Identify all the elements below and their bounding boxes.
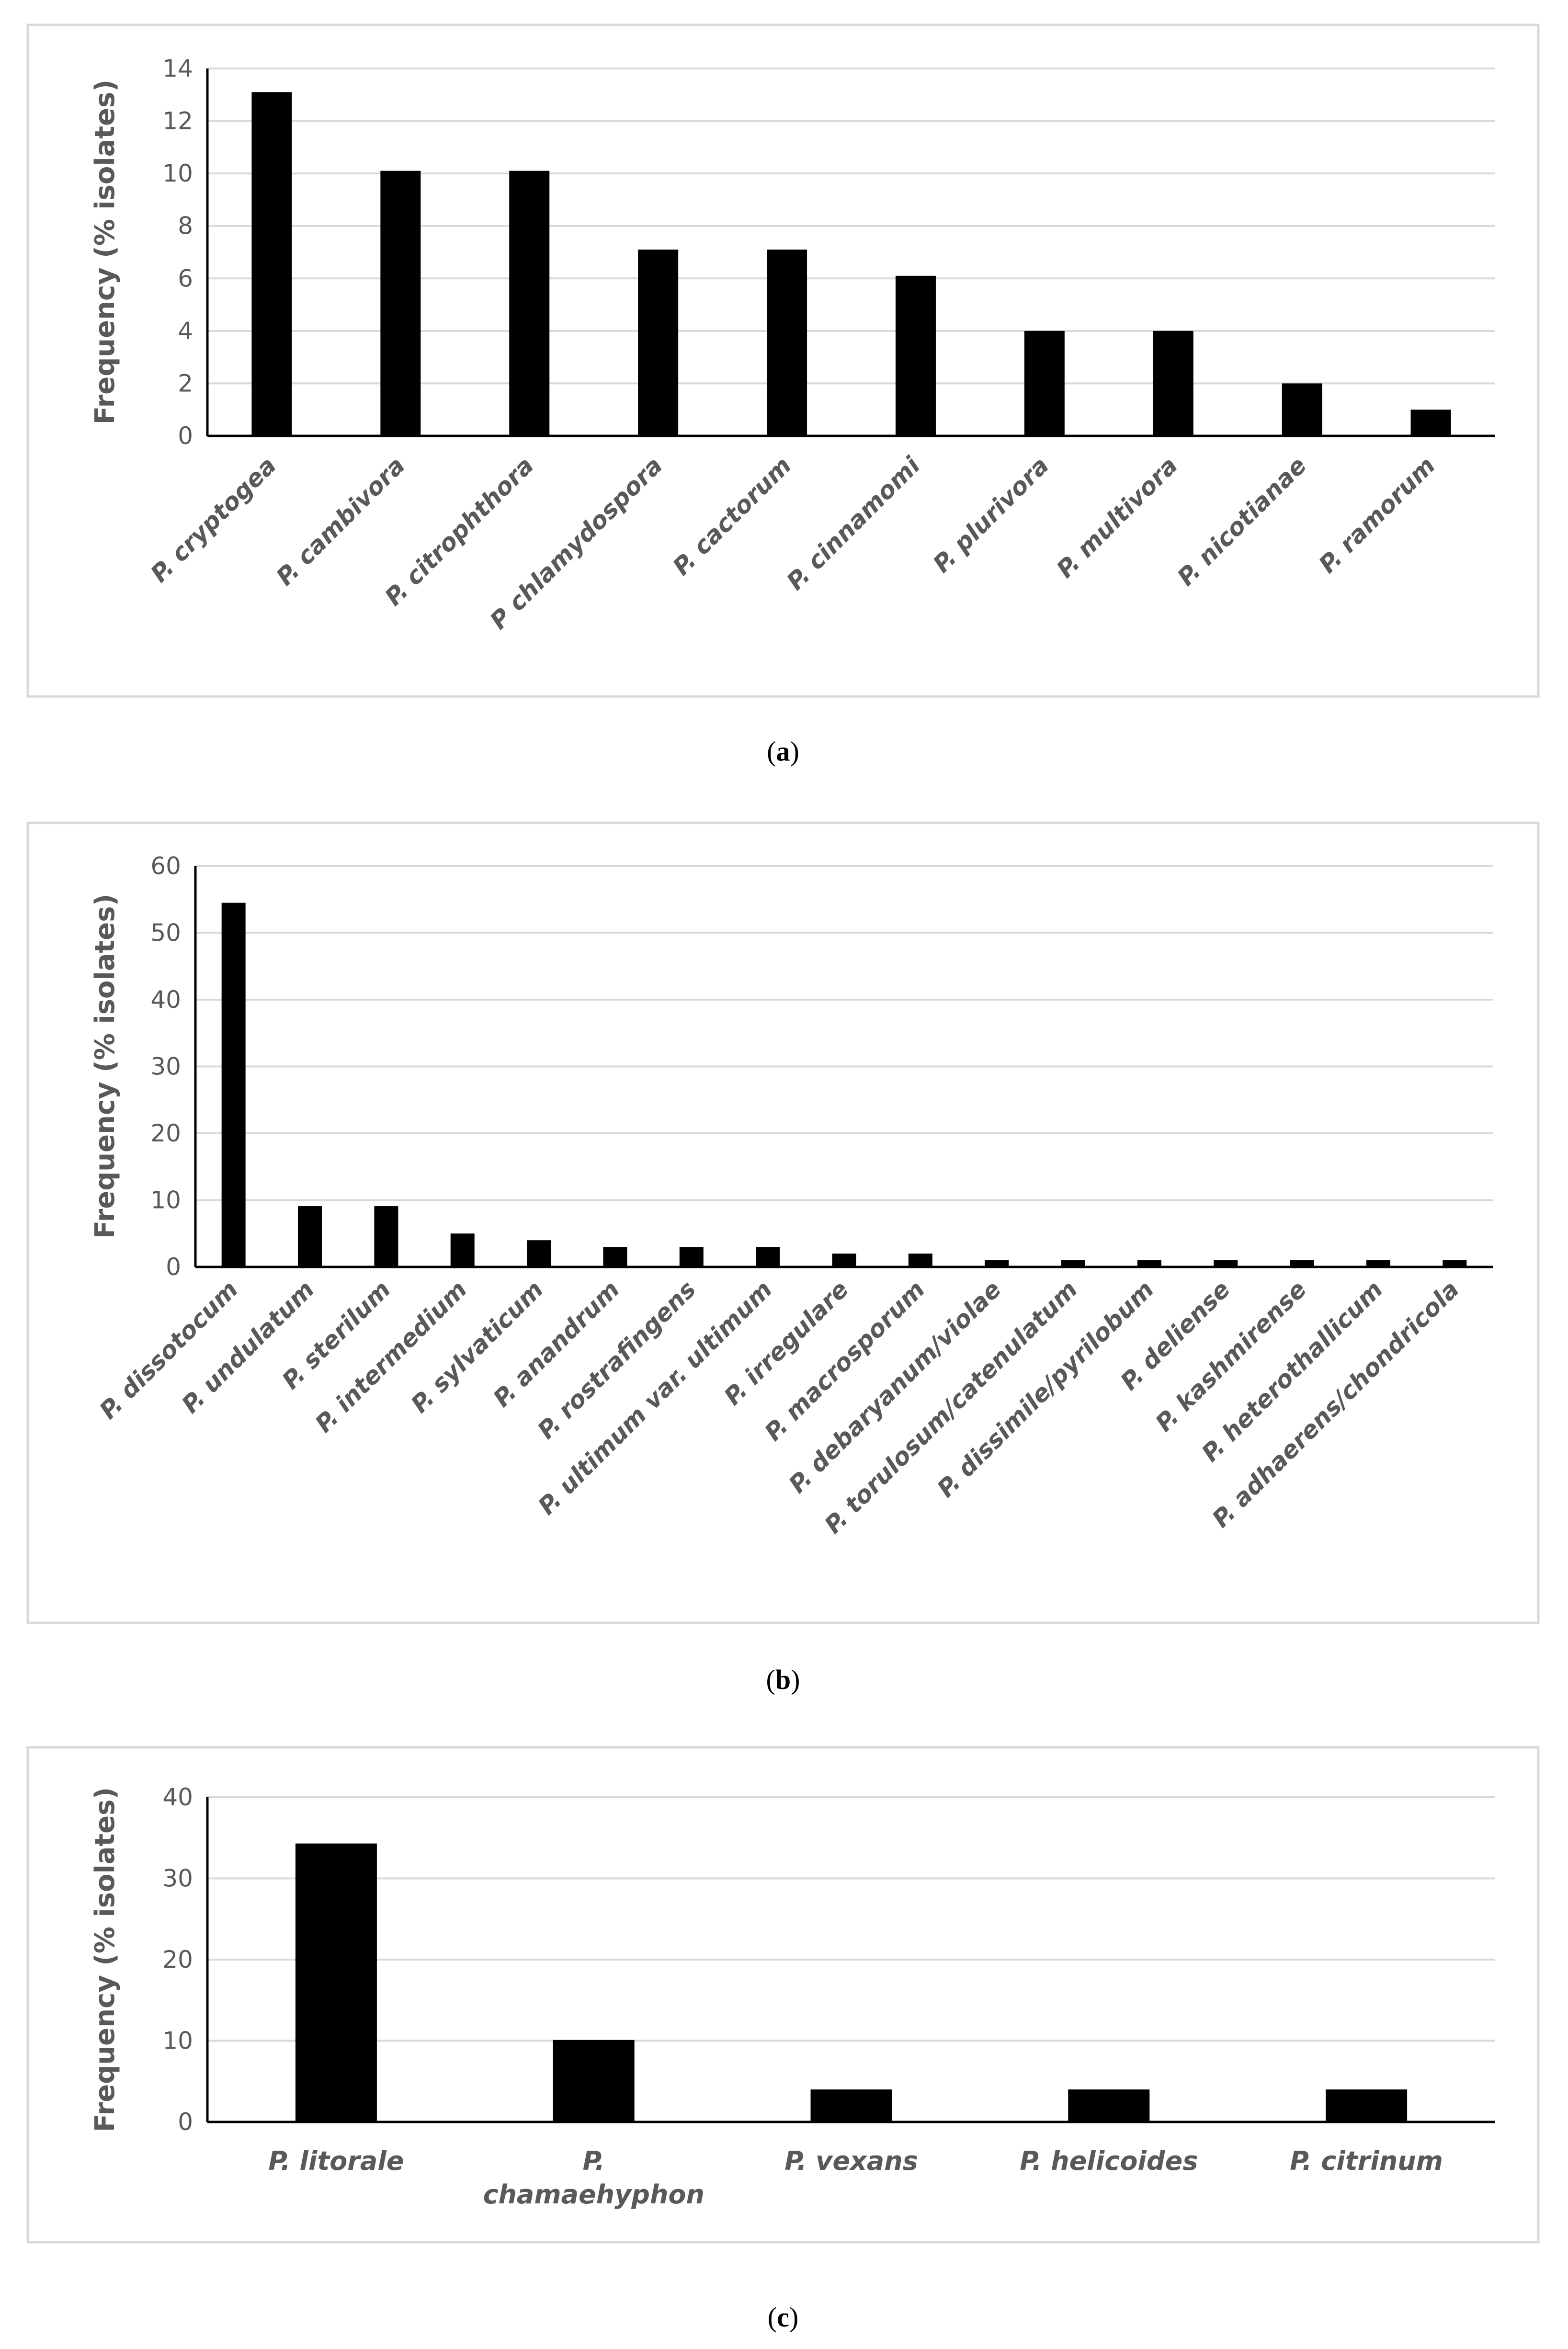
panel-caption-a: (a) xyxy=(767,736,799,767)
y-tick-label-c-1: 10 xyxy=(162,2027,193,2055)
category-label-c-4: P. citrinum xyxy=(1290,2146,1443,2176)
bar-a-8 xyxy=(1282,383,1322,436)
y-tick-label-a-6: 12 xyxy=(162,107,193,135)
bar-a-4 xyxy=(767,250,807,436)
y-tick-label-b-5: 50 xyxy=(150,919,181,947)
y-tick-label-a-1: 2 xyxy=(178,369,193,397)
gridlines-b xyxy=(195,865,1493,1201)
chart-frame-c xyxy=(26,1746,1540,2244)
y-tick-label-b-6: 60 xyxy=(150,852,181,880)
chart-panel-c: 0 10 20 30 40 P. litorale P. chamaehyphon P. ve… xyxy=(26,1746,1540,2333)
y-tick-labels-a: 0 2 4 6 8 10 12 14 xyxy=(162,55,193,450)
y-tick-label-a-3: 6 xyxy=(178,264,193,292)
y-tick-label-c-0: 0 xyxy=(178,2108,193,2136)
bar-b-5 xyxy=(603,1247,627,1267)
y-tick-label-a-4: 8 xyxy=(178,212,193,240)
bar-b-15 xyxy=(1366,1260,1390,1267)
panel-caption-c: (c) xyxy=(768,2302,798,2333)
y-tick-label-a-2: 4 xyxy=(178,317,193,345)
bar-b-4 xyxy=(527,1240,551,1267)
bar-a-2 xyxy=(509,171,550,436)
bar-a-3 xyxy=(638,250,679,436)
y-tick-label-b-2: 20 xyxy=(150,1119,181,1147)
bar-b-9 xyxy=(908,1254,932,1267)
gridlines-c xyxy=(207,1796,1495,2042)
panel-caption-b: (b) xyxy=(766,1664,800,1695)
y-axis-label-a: Frequency (% isolates) xyxy=(90,80,121,424)
bar-b-12 xyxy=(1137,1260,1161,1267)
bar-a-1 xyxy=(380,171,421,436)
y-axis-label-b: Frequency (% isolates) xyxy=(90,894,121,1239)
bar-a-0 xyxy=(251,92,292,436)
y-axis-label-c: Frequency (% isolates) xyxy=(90,1787,121,2132)
y-tick-label-c-2: 20 xyxy=(162,1946,193,1973)
bar-b-0 xyxy=(221,902,246,1267)
chart-frame-b xyxy=(26,821,1540,1624)
y-tick-label-c-4: 40 xyxy=(162,1783,193,1811)
bar-b-10 xyxy=(985,1260,1009,1267)
category-labels-c: P. litorale P. chamaehyphon P. vexans P. hel… xyxy=(268,2146,1443,2210)
category-label-c-1: P. chamaehyphon xyxy=(483,2146,704,2210)
bar-b-1 xyxy=(298,1206,322,1267)
y-tick-label-a-5: 10 xyxy=(162,160,193,187)
bars-b xyxy=(221,902,1467,1267)
y-tick-label-a-0: 0 xyxy=(178,422,193,450)
bar-b-2 xyxy=(374,1206,398,1267)
bar-b-13 xyxy=(1214,1260,1238,1267)
bar-a-5 xyxy=(895,275,936,436)
bar-a-6 xyxy=(1024,331,1065,436)
y-tick-label-b-1: 10 xyxy=(150,1186,181,1214)
bar-b-16 xyxy=(1443,1260,1467,1267)
bar-b-11 xyxy=(1061,1260,1085,1267)
bar-b-6 xyxy=(679,1247,704,1267)
bars-c xyxy=(295,1843,1408,2122)
bar-a-9 xyxy=(1410,410,1451,436)
category-label-c-0: P. litorale xyxy=(268,2146,404,2176)
bar-a-7 xyxy=(1153,331,1193,436)
category-label-c-2: P. vexans xyxy=(784,2146,918,2176)
bar-b-3 xyxy=(450,1233,475,1267)
bar-c-3 xyxy=(1068,2089,1150,2122)
y-tick-labels-c: 0 10 20 30 40 xyxy=(162,1783,193,2136)
bar-c-2 xyxy=(810,2089,892,2122)
y-tick-label-c-3: 30 xyxy=(162,1865,193,1893)
bars-a xyxy=(251,92,1451,436)
y-tick-label-b-4: 40 xyxy=(150,986,181,1014)
y-tick-labels-b: 0 10 20 30 40 50 60 xyxy=(150,852,181,1281)
bar-c-0 xyxy=(295,1843,377,2122)
y-tick-label-a-7: 14 xyxy=(162,55,193,82)
gridlines-a xyxy=(207,68,1495,385)
category-label-c-3: P. helicoides xyxy=(1020,2146,1198,2176)
bar-b-14 xyxy=(1290,1260,1314,1267)
bar-b-7 xyxy=(756,1247,780,1267)
bar-b-8 xyxy=(832,1254,856,1267)
y-tick-label-b-0: 0 xyxy=(166,1253,181,1281)
bar-c-4 xyxy=(1326,2089,1408,2122)
bar-c-1 xyxy=(553,2040,635,2122)
y-tick-label-b-3: 30 xyxy=(150,1053,181,1081)
